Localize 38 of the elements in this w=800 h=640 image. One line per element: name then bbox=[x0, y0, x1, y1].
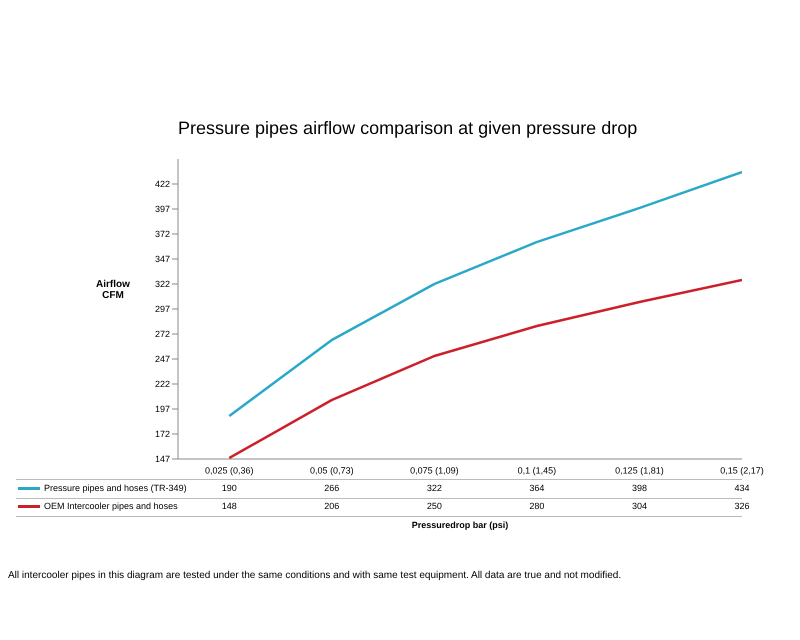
y-tick-label: 147 bbox=[154, 454, 170, 464]
data-label: 280 bbox=[528, 501, 546, 511]
data-label: 266 bbox=[323, 483, 340, 493]
x-tick-label: 0,05 (0,73) bbox=[310, 465, 354, 476]
x-axis-title: Pressuredrop bar (psi) bbox=[410, 520, 510, 530]
legend-label: OEM Intercooler pipes and hoses bbox=[44, 501, 178, 511]
y-tick-label: 422 bbox=[154, 179, 170, 190]
data-label: 304 bbox=[630, 501, 648, 511]
y-tick-label: 272 bbox=[154, 329, 170, 340]
line-series bbox=[228, 278, 742, 459]
data-label: 326 bbox=[733, 501, 751, 511]
data-label: 250 bbox=[426, 501, 443, 511]
legend-label: Pressure pipes and hoses (TR-349) bbox=[44, 483, 187, 493]
x-tick-label: 0,125 (1,81) bbox=[615, 465, 664, 476]
y-tick-label: 322 bbox=[154, 279, 170, 290]
data-label: 364 bbox=[528, 483, 546, 493]
data-label: 398 bbox=[630, 483, 648, 493]
line-series bbox=[228, 170, 742, 418]
data-label: 190 bbox=[220, 483, 238, 493]
x-tick-label: 0,075 (1,09) bbox=[410, 465, 459, 476]
x-tick-label: 0,1 (1,45) bbox=[518, 465, 556, 476]
x-tick-label: 0,025 (0,36) bbox=[205, 465, 254, 476]
y-tick-label: 172 bbox=[154, 429, 170, 440]
y-axis-title: Airflow CFM bbox=[96, 279, 130, 301]
data-label: 148 bbox=[220, 501, 238, 511]
data-label: 322 bbox=[426, 483, 443, 493]
data-label: 434 bbox=[733, 483, 751, 493]
data-label: 206 bbox=[323, 501, 340, 511]
y-tick-label: 372 bbox=[154, 229, 170, 240]
y-tick-label: 247 bbox=[154, 354, 170, 364]
y-tick-label: 297 bbox=[154, 304, 170, 314]
y-tick-label: 197 bbox=[154, 404, 170, 414]
x-tick-label: 0,15 (2,17) bbox=[720, 465, 764, 476]
chart-title: Pressure pipes airflow comparison at given pressure drop bbox=[178, 118, 638, 139]
y-tick-label: 222 bbox=[154, 379, 170, 390]
text: All intercooler pipes in this diagram are tested under the same conditions and with same test equipment. All data are true and not modified. bbox=[8, 570, 622, 581]
y-tick-label: 347 bbox=[154, 254, 170, 264]
y-tick-label: 397 bbox=[154, 204, 170, 214]
